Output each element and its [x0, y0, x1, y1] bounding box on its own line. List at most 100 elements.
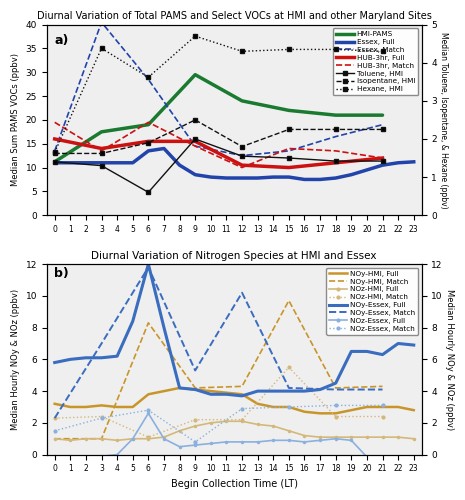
- Y-axis label: Median Hourly NOy & NOz (ppbv): Median Hourly NOy & NOz (ppbv): [11, 289, 20, 430]
- NOy-HMI, Full: [271, 404, 276, 410]
- HUB-3hr, Full: [286, 164, 292, 170]
- NOy-HMI, Match: [239, 384, 245, 390]
- Essex, Full: [99, 160, 104, 166]
- NOy-HMI, Full: [317, 410, 323, 416]
- HUB-3hr, Match: [333, 148, 339, 154]
- NOz-Essex, Full: [52, 453, 58, 459]
- HMI-PAMS: [333, 112, 339, 118]
- X-axis label: Begin Collection Time (LT): Begin Collection Time (LT): [171, 479, 298, 489]
- HMI-PAMS: [286, 108, 292, 114]
- Line: Toluene, HMI: Toluene, HMI: [53, 137, 385, 194]
- NOy-HMI, Full: [99, 402, 104, 408]
- Toluene, HMI: [286, 155, 292, 161]
- NOz-Essex, Full: [99, 453, 104, 459]
- NOy-HMI, Full: [255, 401, 260, 407]
- Isopentane, HMI: [99, 150, 104, 156]
- Essex, Match: [99, 20, 104, 26]
- NOy-Essex, Full: [208, 392, 213, 398]
- NOy-Essex, Full: [348, 348, 354, 354]
- HMI-PAMS: [193, 72, 198, 78]
- NOz-Essex, Full: [255, 439, 260, 445]
- Essex, Match: [333, 134, 339, 140]
- NOy-Essex, Full: [380, 352, 385, 358]
- HUB-3hr, Full: [193, 138, 198, 144]
- NOz-HMI, Full: [255, 422, 260, 428]
- NOz-Essex, Match: [380, 402, 385, 408]
- NOz-Essex, Match: [239, 406, 245, 411]
- NOy-Essex, Full: [52, 360, 58, 366]
- NOz-Essex, Full: [208, 440, 213, 446]
- Line: HMI-PAMS: HMI-PAMS: [55, 74, 383, 162]
- NOy-HMI, Full: [52, 401, 58, 407]
- HUB-3hr, Full: [333, 160, 339, 166]
- NOy-Essex, Full: [271, 388, 276, 394]
- NOy-HMI, Full: [177, 385, 182, 391]
- Essex, Full: [333, 175, 339, 181]
- NOz-Essex, Full: [411, 456, 417, 462]
- NOy-HMI, Full: [83, 404, 89, 410]
- Hexane, HMI: [286, 46, 292, 52]
- Hexane, HMI: [333, 46, 339, 52]
- NOz-HMI, Full: [317, 434, 323, 440]
- Y-axis label: Median Sum PAMS VOCs (ppbv): Median Sum PAMS VOCs (ppbv): [11, 54, 20, 186]
- Line: NOy-HMI, Full: NOy-HMI, Full: [55, 388, 414, 413]
- NOz-HMI, Match: [239, 416, 245, 422]
- NOy-HMI, Full: [193, 386, 198, 392]
- NOz-Essex, Match: [52, 428, 58, 434]
- NOz-HMI, Full: [224, 418, 229, 424]
- Essex, Full: [255, 175, 260, 181]
- NOy-Essex, Full: [224, 392, 229, 398]
- NOz-Essex, Full: [161, 436, 167, 442]
- NOz-HMI, Match: [333, 414, 339, 420]
- Isopentane, HMI: [52, 150, 58, 156]
- Line: HUB-3hr, Full: HUB-3hr, Full: [55, 139, 383, 168]
- Toluene, HMI: [380, 158, 385, 164]
- NOy-HMI, Full: [224, 390, 229, 396]
- NOy-Essex, Full: [317, 386, 323, 392]
- NOz-Essex, Full: [224, 439, 229, 445]
- Essex, Match: [380, 122, 385, 128]
- NOz-HMI, Full: [146, 436, 151, 442]
- Essex, Full: [348, 172, 354, 177]
- Essex, Full: [161, 146, 167, 152]
- Isopentane, HMI: [239, 144, 245, 150]
- NOy-HMI, Match: [146, 320, 151, 326]
- NOy-Essex, Full: [83, 355, 89, 361]
- NOy-Essex, Full: [114, 353, 120, 359]
- Line: Hexane, HMI: Hexane, HMI: [53, 34, 384, 154]
- NOy-HMI, Full: [302, 408, 307, 414]
- NOz-HMI, Full: [348, 434, 354, 440]
- NOy-Essex, Match: [193, 368, 198, 374]
- NOy-Essex, Full: [193, 386, 198, 392]
- Essex, Full: [286, 174, 292, 180]
- NOz-HMI, Full: [67, 438, 73, 444]
- NOz-Essex, Full: [317, 438, 323, 444]
- NOy-HMI, Match: [380, 384, 385, 390]
- NOy-HMI, Match: [99, 436, 104, 442]
- Essex, Match: [239, 152, 245, 158]
- Essex, Full: [83, 160, 89, 166]
- HUB-3hr, Full: [146, 138, 151, 144]
- NOz-HMI, Full: [130, 436, 135, 442]
- NOy-Essex, Full: [99, 355, 104, 361]
- NOz-HMI, Full: [239, 418, 245, 424]
- NOz-Essex, Full: [146, 410, 151, 416]
- NOy-Essex, Full: [395, 340, 401, 346]
- NOy-Essex, Full: [333, 380, 339, 386]
- NOy-HMI, Full: [146, 392, 151, 398]
- NOz-HMI, Full: [193, 423, 198, 429]
- NOz-Essex, Full: [302, 439, 307, 445]
- NOz-HMI, Match: [99, 414, 104, 420]
- Isopentane, HMI: [193, 117, 198, 123]
- NOz-HMI, Full: [380, 434, 385, 440]
- NOz-HMI, Full: [411, 436, 417, 442]
- Essex, Full: [193, 172, 198, 177]
- NOy-HMI, Full: [380, 404, 385, 410]
- HUB-3hr, Match: [52, 120, 58, 126]
- Toluene, HMI: [146, 190, 151, 196]
- Essex, Full: [271, 174, 276, 180]
- NOz-Essex, Full: [364, 454, 370, 460]
- Essex, Full: [302, 176, 307, 182]
- NOz-Essex, Full: [67, 453, 73, 459]
- Hexane, HMI: [99, 46, 104, 52]
